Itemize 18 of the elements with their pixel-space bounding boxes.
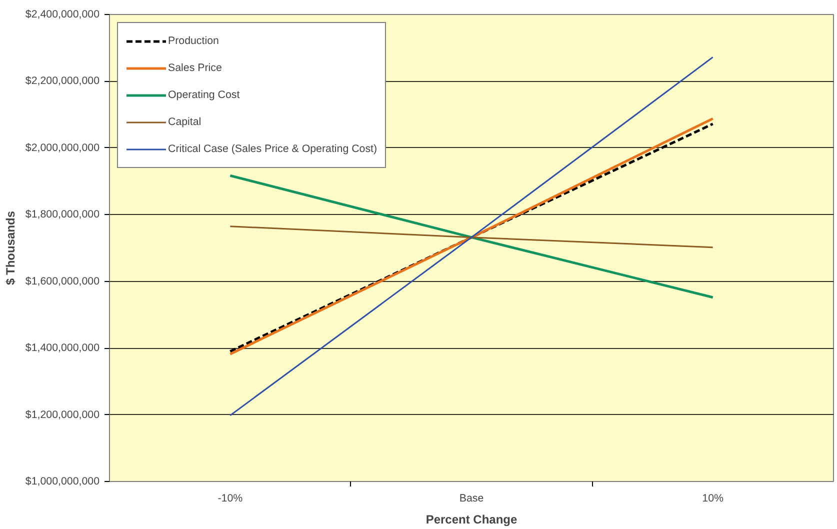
legend-label: Sales Price — [168, 62, 222, 74]
x-tick-label: 10% — [702, 492, 724, 504]
y-tick-label: $1,600,000,000 — [25, 275, 100, 288]
y-tick-label: $2,200,000,000 — [25, 75, 100, 88]
legend-label: Production — [168, 35, 219, 47]
x-tick-label: Base — [459, 492, 484, 504]
legend-label: Critical Case (Sales Price & Operating Cost) — [168, 143, 378, 155]
y-tick-label: $1,000,000,000 — [25, 476, 100, 488]
legend-label: Capital — [168, 116, 202, 128]
y-tick-label: $2,000,000,000 — [25, 142, 100, 154]
y-tick-label: $1,400,000,000 — [25, 342, 100, 354]
x-axis-title: Percent Change — [426, 512, 518, 526]
x-tick-label: -10% — [218, 492, 244, 504]
y-tick-label: $1,200,000,000 — [25, 408, 100, 421]
y-axis-title: $ Thousands — [3, 210, 18, 286]
y-tick-label: $1,800,000,000 — [25, 208, 100, 221]
y-tick-label: $2,400,000,000 — [25, 8, 100, 20]
legend-label: Operating Cost — [168, 89, 240, 101]
